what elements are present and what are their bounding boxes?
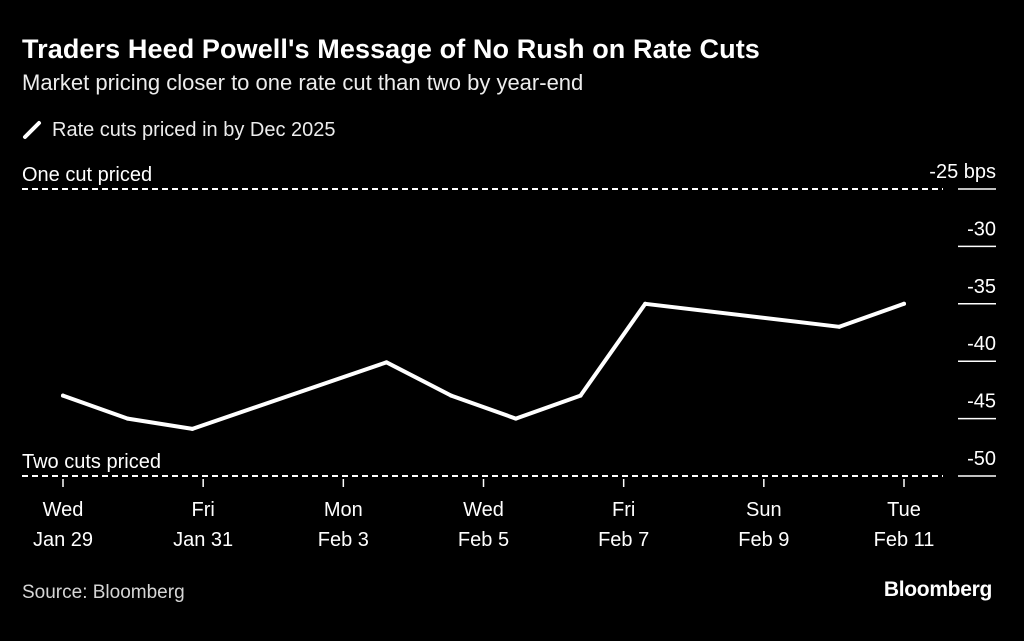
y-tick-label: -40: [967, 333, 996, 355]
x-tick-label-date: Feb 3: [318, 529, 369, 551]
x-tick-label-day: Wed: [463, 499, 504, 521]
y-tick-label: -35: [967, 276, 996, 298]
x-tick-label-date: Feb 7: [598, 529, 649, 551]
data-point: [643, 301, 648, 306]
x-tick-label-day: Fri: [612, 499, 635, 521]
data-point: [125, 416, 130, 421]
x-tick-label-date: Jan 29: [33, 529, 93, 551]
data-point: [384, 360, 389, 365]
x-tick-label-day: Tue: [887, 499, 921, 521]
y-tick-label: -25 bps: [929, 161, 996, 183]
data-point: [61, 393, 65, 398]
y-tick-label: -50: [967, 448, 996, 470]
x-tick-label-day: Sun: [746, 499, 782, 521]
y-tick-label: -30: [967, 218, 996, 240]
x-tick-label-date: Feb 5: [458, 529, 509, 551]
x-tick-label-date: Jan 31: [173, 529, 233, 551]
x-tick-label-date: Feb 11: [874, 529, 935, 551]
data-point: [902, 301, 906, 306]
x-tick-label-date: Feb 9: [738, 529, 789, 551]
x-tick-label-day: Wed: [43, 499, 84, 521]
chart-title: Traders Heed Powell's Message of No Rush…: [22, 34, 760, 64]
x-tick-label-day: Fri: [192, 499, 215, 521]
reference-label-1: Two cuts priced: [22, 451, 161, 473]
reference-label-0: One cut priced: [22, 164, 152, 186]
series-line-0: [61, 301, 906, 431]
legend-label: Rate cuts priced in by Dec 2025: [52, 118, 336, 141]
data-point: [837, 324, 842, 329]
source-note: Source: Bloomberg: [22, 582, 185, 603]
legend-line-icon: [23, 121, 41, 139]
y-tick-label: -45: [967, 391, 996, 413]
data-point: [190, 426, 195, 431]
bloomberg-logo: Bloomberg: [883, 578, 992, 601]
data-point: [449, 393, 454, 398]
legend: Rate cuts priced in by Dec 2025: [22, 118, 336, 142]
chart-subtitle: Market pricing closer to one rate cut th…: [22, 70, 584, 95]
data-point: [513, 416, 518, 421]
x-tick-label-day: Mon: [324, 499, 363, 521]
data-point: [578, 393, 583, 398]
